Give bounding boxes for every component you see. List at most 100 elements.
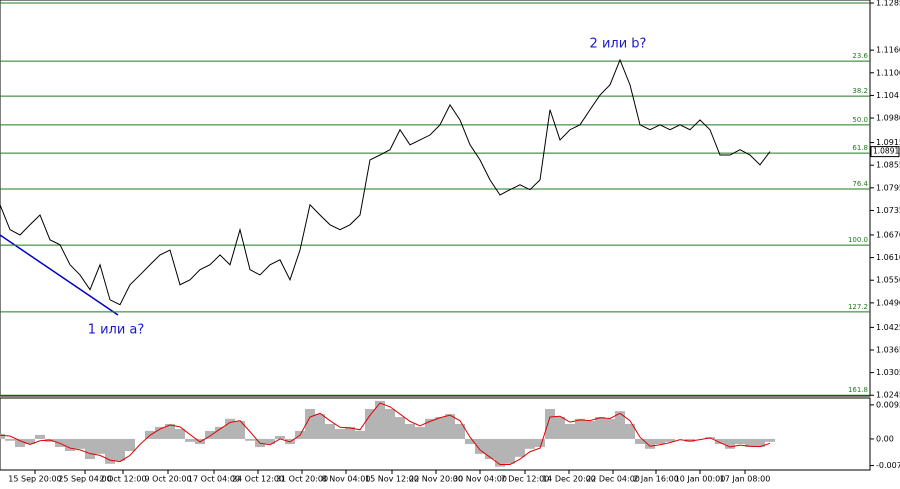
histogram-bar: [485, 438, 495, 460]
histogram-bar: [585, 421, 595, 439]
histogram-bar: [445, 414, 455, 439]
x-tick-label: 9 Oct 20:00: [144, 475, 191, 484]
x-tick-label: 15 Sep 20:00: [8, 475, 61, 484]
fib-label: 61.8: [852, 144, 868, 152]
histogram-bar: [5, 438, 15, 441]
histogram-bar: [475, 438, 485, 454]
signal-line: [0, 402, 771, 466]
y-tick-label: 1.1160: [876, 46, 900, 55]
histogram-bar: [315, 414, 325, 439]
histogram-bar: [635, 438, 645, 445]
y-tick-label: 1.0550: [876, 276, 900, 285]
histogram-bar: [605, 418, 615, 439]
histogram-bar: [165, 423, 175, 439]
x-tick-label: 24 Oct 12:00: [232, 475, 284, 484]
histogram-bar: [325, 423, 335, 439]
histogram-bar: [25, 438, 35, 445]
histogram-bar: [95, 438, 105, 454]
y-tick-label: 1.1285: [876, 0, 900, 8]
x-tick-label: 17 Oct 04:00: [188, 475, 240, 484]
x-tick-label: 25 Sep 04:00: [58, 475, 111, 484]
x-tick-label: 14 Dec 20:00: [542, 475, 596, 484]
histogram-bar: [265, 438, 275, 445]
histogram-bar: [575, 418, 585, 439]
annotation: 2 или b?: [590, 37, 647, 52]
fib-label: 0.0: [857, 0, 868, 2]
histogram-bar: [225, 418, 235, 439]
histogram-bar: [65, 438, 75, 451]
y-tick-label: 1.0425: [876, 323, 900, 332]
histogram-bar: [435, 417, 445, 439]
histogram-bar: [105, 438, 115, 464]
x-tick-label: 22 Nov 20:00: [409, 475, 463, 484]
y-tick-label: -0.00728: [876, 461, 900, 470]
histogram-bar: [185, 438, 195, 442]
histogram-bar: [655, 438, 665, 445]
y-tick-label: 1.0735: [876, 206, 900, 215]
fib-label: 127.2: [848, 303, 868, 311]
x-tick-label: 7 Dec 12:00: [501, 475, 550, 484]
histogram-bar: [525, 438, 535, 449]
annotation: 1 или a?: [88, 323, 145, 338]
histogram-bar: [175, 429, 185, 439]
histogram-bar: [765, 438, 775, 442]
histogram-bar: [725, 438, 735, 449]
y-tick-label: 1.0365: [876, 345, 900, 354]
histogram-bar: [385, 408, 395, 439]
histogram-bar: [545, 408, 555, 439]
histogram-bar: [685, 438, 695, 442]
fib-label: 38.2: [852, 87, 868, 95]
histogram-bar: [715, 438, 725, 445]
histogram-bar: [365, 408, 375, 439]
current-price-box: [870, 146, 900, 158]
histogram-bar: [155, 426, 165, 439]
histogram-bar: [645, 438, 655, 449]
histogram-bar: [595, 417, 605, 439]
x-tick-label: 2 Jan 16:00: [633, 475, 679, 484]
histogram-bar: [495, 438, 505, 467]
histogram-bar: [355, 430, 365, 439]
y-tick-label: 1.0795: [876, 183, 900, 192]
histogram-bar: [245, 438, 255, 441]
y-tick-label: 0.00932: [876, 400, 900, 409]
y-tick-label: 1.0610: [876, 253, 900, 262]
histogram-bar: [755, 438, 765, 447]
histogram-bar: [515, 438, 525, 457]
histogram-bar: [75, 438, 85, 449]
histogram-bar: [15, 438, 25, 447]
histogram-bar: [0, 433, 5, 439]
histogram-bar: [465, 438, 475, 445]
histogram-bar: [745, 438, 755, 447]
x-tick-label: 22 Dec 04:00: [586, 475, 640, 484]
fib-label: 23.6: [852, 52, 868, 60]
y-tick-label: 1.104: [876, 91, 899, 100]
x-tick-label: 15 Nov 12:00: [365, 475, 419, 484]
histogram-bar: [115, 438, 125, 461]
histogram-bar: [425, 418, 435, 439]
histogram-bar: [275, 436, 285, 439]
histogram-bar: [235, 421, 245, 439]
fib-label: 100.0: [848, 236, 868, 244]
x-tick-label: 10 Jan 00:00: [675, 475, 726, 484]
y-tick-label: 1.0305: [876, 368, 900, 377]
histogram-bar: [125, 438, 135, 451]
histogram-bar: [665, 438, 675, 442]
fib-label: 161.8: [848, 386, 868, 394]
histogram-bar: [335, 429, 345, 439]
main-pane: [0, 0, 871, 397]
y-tick-label: 1.0245: [876, 391, 900, 400]
histogram-bar: [395, 417, 405, 439]
histogram-bar: [85, 438, 95, 460]
histogram-bar: [35, 434, 45, 439]
y-tick-label: 1.0915: [876, 138, 900, 147]
histogram-bar: [375, 400, 385, 439]
x-tick-label: 8 Nov 04:00: [322, 475, 371, 484]
price-line: [0, 58, 771, 306]
histogram-bar: [565, 423, 575, 439]
histogram-bar: [535, 438, 545, 447]
y-tick-label: 1.0490: [876, 298, 900, 307]
histogram-bar: [505, 438, 515, 464]
x-tick-label: 17 Jan 08:00: [720, 475, 771, 484]
y-tick-label: 1.0980: [876, 114, 900, 123]
